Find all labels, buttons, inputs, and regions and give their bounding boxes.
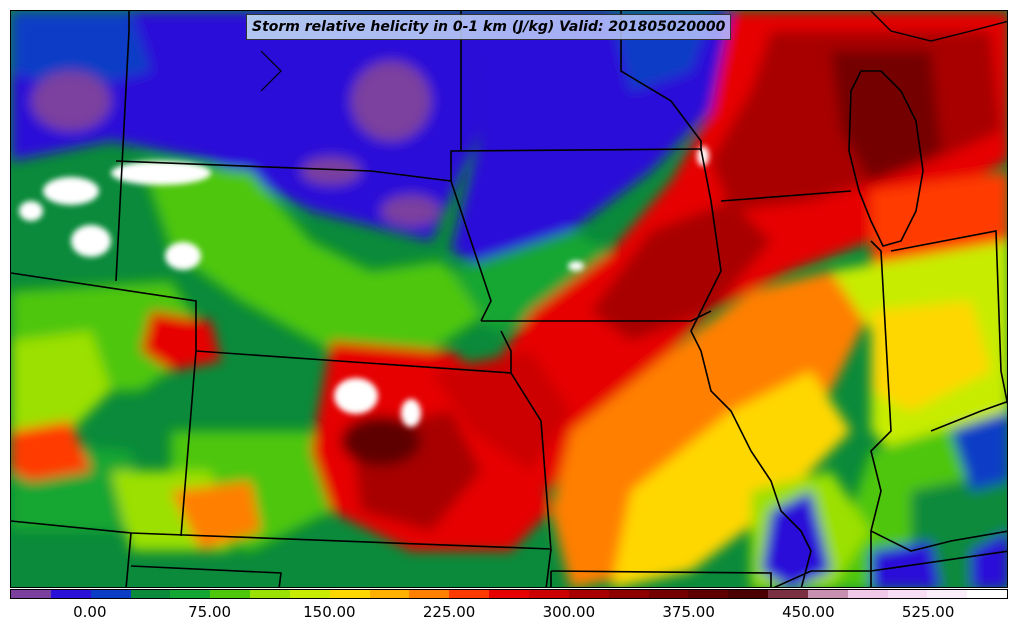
colorbar-tick-label: 150.00	[303, 603, 356, 621]
colorbar-tick-label: 300.00	[542, 603, 596, 621]
colorbar-swatch	[608, 590, 649, 598]
colorbar-swatch	[887, 590, 928, 598]
colorbar-swatch	[688, 590, 729, 598]
colorbar-swatch	[50, 590, 91, 598]
colorbar-swatch	[289, 590, 330, 598]
colorbar-swatch	[130, 590, 171, 598]
colorbar-swatch	[409, 590, 450, 598]
lake-michigan-outline	[848, 70, 924, 247]
state-boundaries	[11, 11, 1007, 587]
colorbar-tick-label: 0.00	[73, 603, 107, 621]
colorbar	[10, 589, 1008, 599]
colorbar-tick-label: 375.00	[662, 603, 715, 621]
colorbar-swatch	[967, 590, 1008, 598]
colorbar-swatch	[210, 590, 251, 598]
colorbar-swatch	[728, 590, 769, 598]
colorbar-swatch	[449, 590, 490, 598]
colorbar-swatch	[90, 590, 131, 598]
colorbar-swatch	[250, 590, 290, 598]
helicity-field	[11, 11, 1007, 587]
colorbar-swatch	[369, 590, 410, 598]
map-title: Storm relative helicity in 0-1 km (J/kg)…	[246, 14, 732, 40]
colorbar-tick-label: 525.00	[901, 603, 955, 621]
colorbar-tick-label: 75.00	[188, 603, 232, 621]
lake-shoreline	[870, 11, 1007, 42]
colorbar-swatch	[648, 590, 689, 598]
colorbar-tick-label: 225.00	[422, 603, 476, 621]
colorbar-swatch	[568, 590, 609, 598]
colorbar-labels: 0.00 75.00 150.00 225.00 300.00 375.00 450.00 5…	[10, 603, 1008, 623]
colorbar-tick-label: 450.00	[782, 603, 835, 621]
colorbar-swatch	[11, 590, 51, 598]
helicity-map	[10, 10, 1008, 588]
map-graphic	[11, 11, 1007, 587]
colorbar-swatch	[927, 590, 968, 598]
colorbar-swatch	[329, 590, 370, 598]
lake-outline-small	[260, 50, 282, 92]
colorbar-swatch	[489, 590, 529, 598]
colorbar-swatch	[170, 590, 211, 598]
colorbar-swatch	[847, 590, 888, 598]
colorbar-swatch	[768, 590, 808, 598]
colorbar-swatch	[528, 590, 569, 598]
high-helicity-white-patches	[19, 146, 709, 427]
colorbar-swatch	[807, 590, 848, 598]
